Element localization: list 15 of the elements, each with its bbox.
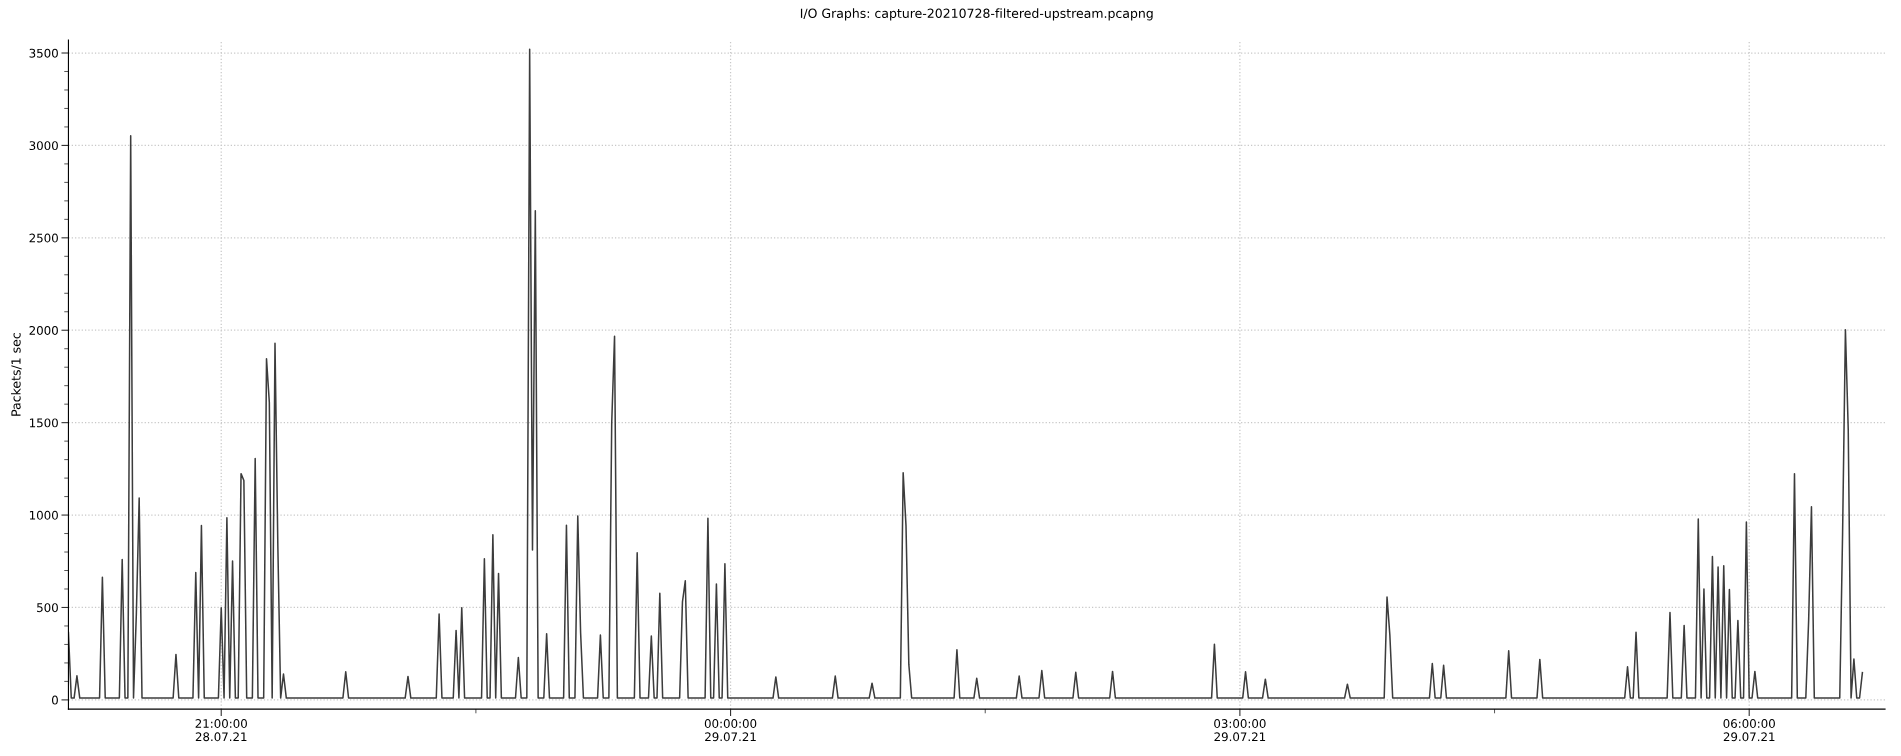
y-tick-label: 0: [51, 695, 58, 705]
y-tick-label: 2500: [29, 233, 58, 243]
line-series: [68, 48, 1864, 699]
chart-title: I/O Graphs: capture-20210728-filtered-upstream.pcapng: [800, 8, 1153, 21]
y-tick-label: 500: [37, 603, 58, 613]
y-tick-label: 3000: [29, 141, 58, 151]
y-tick-label: 3500: [29, 48, 58, 58]
y-tick-label: 1000: [29, 510, 58, 520]
x-tick-label: 06:00:00 29.07.21: [1723, 719, 1775, 742]
y-axis-title: Packets/1 sec: [11, 333, 22, 416]
x-tick-label: 00:00:00 29.07.21: [704, 719, 757, 742]
y-tick-label: 2000: [29, 325, 58, 335]
x-tick-label: 21:00:00 28.07.21: [195, 719, 247, 742]
x-tick-label: 03:00:00 29.07.21: [1214, 719, 1266, 742]
y-tick-label: 1500: [29, 418, 58, 428]
